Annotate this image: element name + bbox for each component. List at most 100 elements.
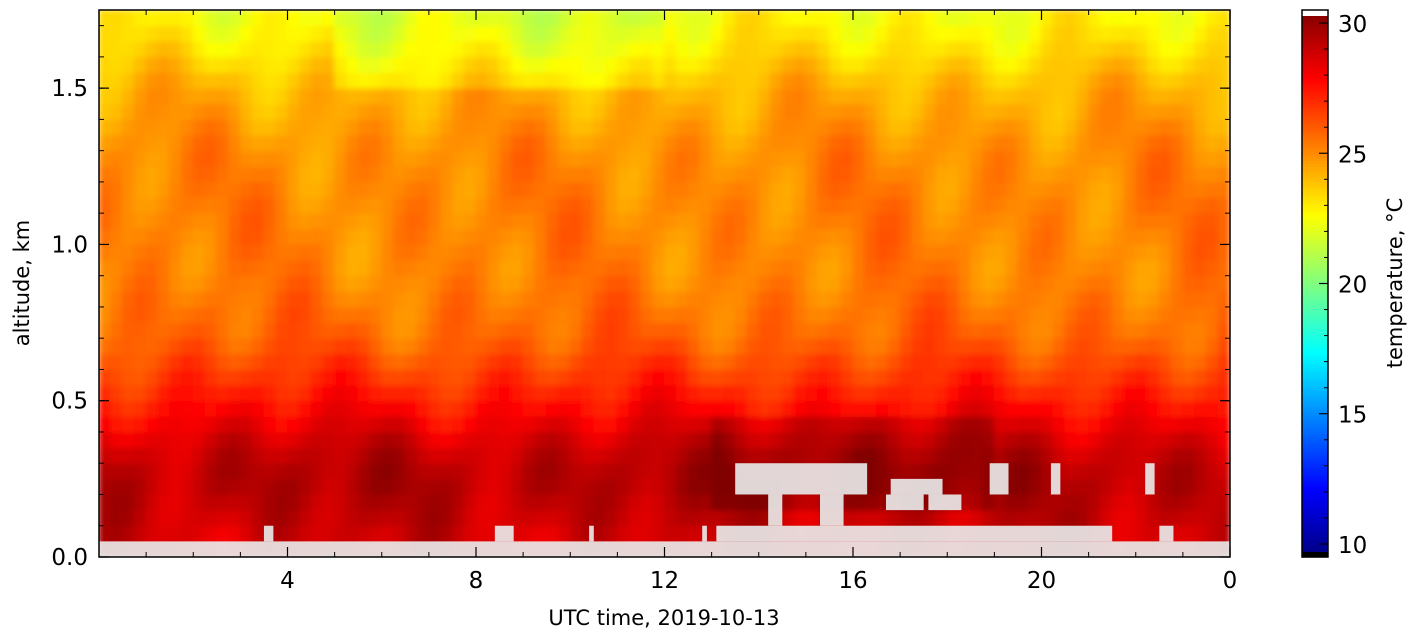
heatmap-cell: [934, 134, 948, 152]
heatmap-cell: [1147, 87, 1160, 105]
heatmap-cell: [251, 56, 265, 74]
heatmap-cell: [1205, 275, 1219, 292]
heatmap-cell: [510, 290, 524, 308]
heatmap-cell: [1135, 509, 1149, 527]
colorbar-segment: [1302, 187, 1328, 192]
colorbar-segment: [1302, 133, 1328, 137]
heatmap-cell: [499, 353, 512, 370]
heatmap-cell: [581, 56, 595, 74]
heatmap-cell: [687, 243, 701, 261]
heatmap-cell: [923, 150, 936, 167]
heatmap-cell: [192, 400, 206, 417]
heatmap-cell: [169, 197, 182, 214]
heatmap-cell: [275, 87, 288, 105]
heatmap-cell: [628, 384, 642, 402]
heatmap-cell: [934, 10, 948, 27]
heatmap-cell: [982, 431, 995, 449]
colorbar-segment: [1302, 354, 1328, 358]
heatmap-cell: [1147, 243, 1160, 261]
heatmap-cell: [345, 290, 359, 308]
heatmap-cell: [675, 56, 689, 74]
heatmap-cell: [416, 306, 430, 324]
heatmap-cell: [687, 322, 701, 339]
heatmap-cell: [1123, 353, 1137, 370]
heatmap-cell: [616, 228, 630, 245]
heatmap-cell: [593, 259, 607, 277]
heatmap-cell: [369, 431, 383, 449]
heatmap-cell: [157, 462, 171, 480]
heatmap-cell: [982, 56, 995, 74]
heatmap-cell: [1123, 118, 1137, 136]
heatmap-cell: [581, 306, 595, 324]
heatmap-cell: [616, 259, 630, 277]
heatmap-cell: [310, 322, 324, 339]
heatmap-cell: [1158, 25, 1172, 42]
heatmap-cell: [345, 322, 359, 339]
heatmap-cell: [1052, 197, 1066, 214]
heatmap-cell: [1029, 181, 1042, 199]
heatmap-cell: [1147, 134, 1160, 152]
heatmap-cell: [428, 275, 442, 292]
heatmap-cell: [334, 306, 347, 324]
heatmap-cell: [699, 493, 713, 511]
heatmap-cell: [899, 462, 913, 480]
heatmap-cell: [852, 275, 866, 292]
heatmap-cell: [1182, 259, 1196, 277]
heatmap-cell: [228, 228, 241, 245]
heatmap-cell: [781, 337, 795, 355]
heatmap-cell: [687, 150, 701, 167]
heatmap-cell: [1182, 306, 1196, 324]
colorbar-segment: [1302, 264, 1328, 268]
heatmap-cell: [451, 118, 465, 136]
heatmap-cell: [628, 212, 642, 230]
heatmap-cell: [357, 118, 371, 136]
heatmap-cell: [711, 353, 724, 370]
heatmap-cell: [616, 493, 630, 511]
heatmap-cell: [99, 259, 112, 277]
heatmap-cell: [369, 415, 383, 433]
heatmap-cell: [640, 400, 654, 417]
heatmap-cell: [369, 493, 383, 511]
heatmap-cell: [1041, 243, 1054, 261]
heatmap-cell: [381, 87, 395, 105]
heatmap-cell: [640, 212, 654, 230]
heatmap-cell: [534, 197, 548, 214]
heatmap-cell: [664, 431, 677, 449]
heatmap-cell: [287, 306, 300, 324]
heatmap-cell: [1135, 118, 1149, 136]
heatmap-cell: [958, 56, 972, 74]
heatmap-cell: [711, 306, 724, 324]
heatmap-cell: [746, 25, 760, 42]
heatmap-cell: [298, 56, 312, 74]
heatmap-cell: [1158, 243, 1172, 261]
heatmap-cell: [1135, 181, 1149, 199]
heatmap-cell: [887, 40, 901, 58]
heatmap-cell: [557, 525, 571, 542]
heatmap-cell: [722, 353, 736, 370]
heatmap-cell: [310, 25, 324, 42]
heatmap-cell: [946, 243, 960, 261]
heatmap-cell: [1135, 56, 1149, 74]
heatmap-cell: [322, 478, 336, 495]
heatmap-cell: [381, 275, 395, 292]
heatmap-cell: [334, 275, 347, 292]
heatmap-cell: [1194, 87, 1207, 105]
heatmap-cell: [1111, 259, 1125, 277]
heatmap-cell: [711, 212, 724, 230]
heatmap-cell: [145, 87, 159, 105]
heatmap-cell: [1182, 275, 1196, 292]
heatmap-cell: [404, 353, 418, 370]
heatmap-cell: [404, 103, 418, 120]
heatmap-cell: [1005, 400, 1019, 417]
heatmap-cell: [1099, 212, 1113, 230]
heatmap-cell: [616, 134, 630, 152]
heatmap-cell: [487, 72, 501, 89]
heatmap-cell: [1205, 337, 1219, 355]
heatmap-cell: [428, 322, 442, 339]
heatmap-cell: [805, 103, 819, 120]
heatmap-cell: [99, 228, 112, 245]
heatmap-cell: [169, 25, 182, 42]
heatmap-cell: [711, 56, 724, 74]
heatmap-cell: [746, 259, 760, 277]
heatmap-cell: [605, 25, 618, 42]
